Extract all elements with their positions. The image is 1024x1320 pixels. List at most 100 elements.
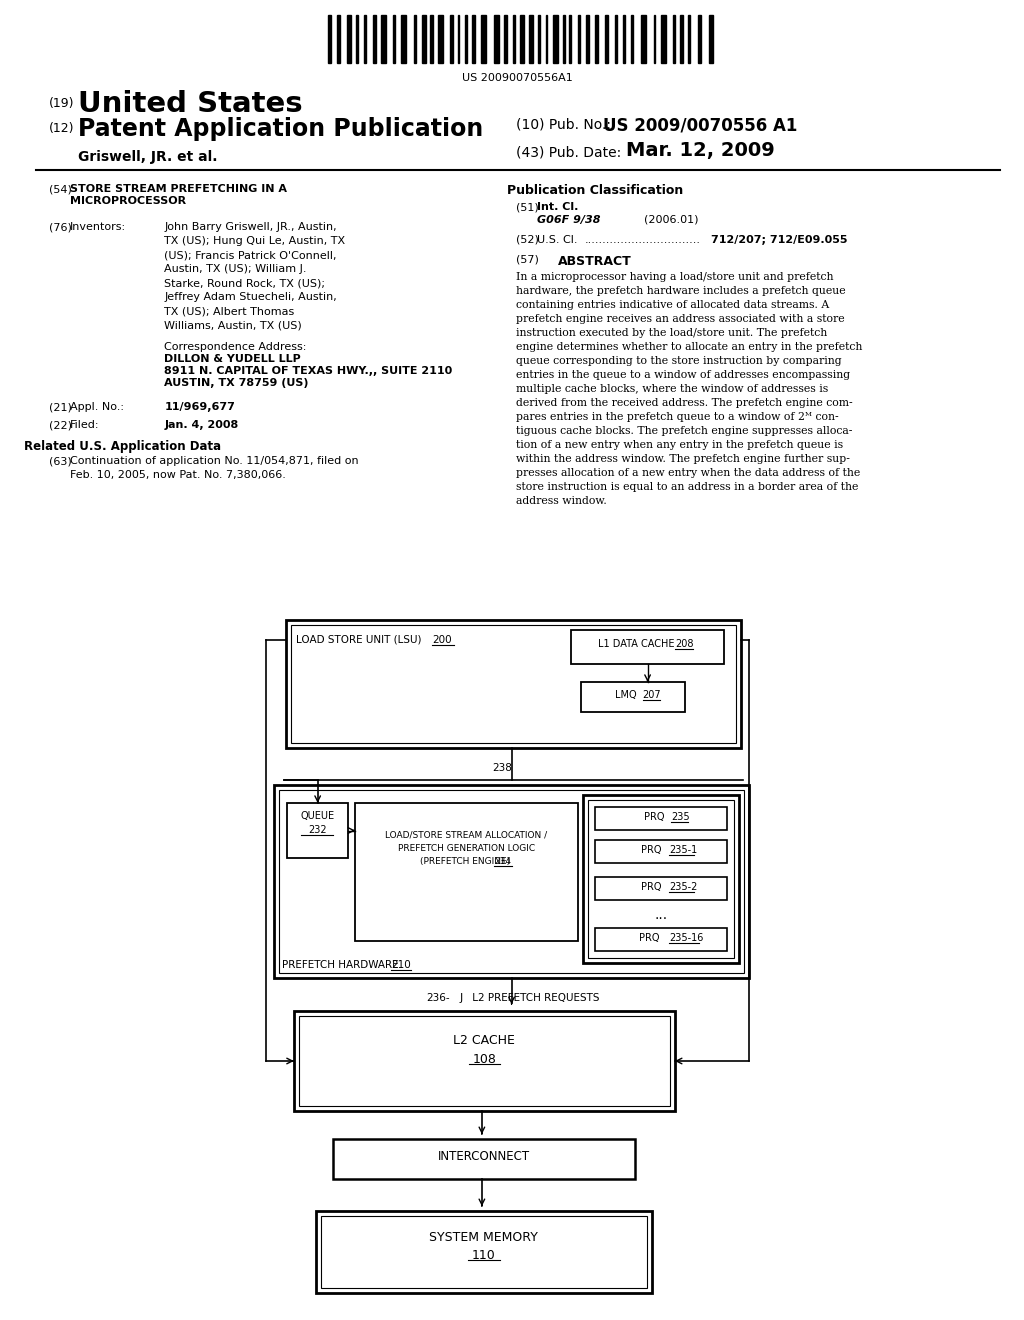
Text: 236-: 236- (426, 993, 451, 1003)
Text: LOAD/STORE STREAM ALLOCATION /: LOAD/STORE STREAM ALLOCATION / (385, 832, 548, 840)
Bar (583, 795, 739, 964)
Text: (PREFETCH ENGINE): (PREFETCH ENGINE) (420, 857, 513, 866)
Bar (287, 803, 348, 858)
Text: 11/969,677: 11/969,677 (164, 403, 236, 412)
Text: ABSTRACT: ABSTRACT (558, 255, 632, 268)
Bar (538, 15, 540, 63)
Bar (529, 15, 534, 63)
Text: QUEUE: QUEUE (301, 810, 335, 821)
Text: PREFETCH HARDWARE: PREFETCH HARDWARE (282, 960, 402, 970)
Text: (63): (63) (48, 455, 72, 466)
Bar (355, 803, 578, 941)
Bar (709, 15, 714, 63)
Bar (382, 15, 386, 63)
Text: US 2009/0070556 A1: US 2009/0070556 A1 (602, 117, 797, 135)
Bar (520, 15, 524, 63)
Text: 110: 110 (472, 1249, 496, 1262)
Text: In a microprocessor having a load/store unit and prefetch
hardware, the prefetch: In a microprocessor having a load/store … (515, 272, 862, 506)
Text: G06F 9/38: G06F 9/38 (538, 215, 601, 224)
Bar (373, 15, 376, 63)
Text: L2 PREFETCH REQUESTS: L2 PREFETCH REQUESTS (469, 993, 599, 1003)
Text: ................................: ................................ (585, 235, 700, 246)
Bar (334, 1139, 635, 1179)
Text: LOAD STORE UNIT (LSU): LOAD STORE UNIT (LSU) (296, 635, 425, 645)
Bar (595, 807, 727, 830)
Text: 208: 208 (675, 639, 694, 649)
Bar (494, 15, 499, 63)
Bar (401, 15, 407, 63)
Bar (571, 630, 724, 664)
Text: 108: 108 (472, 1053, 497, 1067)
Bar (553, 15, 558, 63)
Bar (274, 785, 749, 978)
Bar (414, 15, 416, 63)
Bar (631, 15, 633, 63)
Text: PRQ: PRQ (641, 845, 665, 855)
Text: United States: United States (78, 90, 303, 117)
Text: (10) Pub. No.:: (10) Pub. No.: (515, 117, 610, 131)
Bar (579, 15, 581, 63)
Text: 234: 234 (495, 857, 511, 866)
Text: (21): (21) (48, 403, 72, 412)
Text: 238: 238 (492, 763, 512, 774)
Text: Related U.S. Application Data: Related U.S. Application Data (25, 440, 221, 453)
Bar (472, 15, 475, 63)
Text: 712/207; 712/E09.055: 712/207; 712/E09.055 (712, 235, 848, 246)
Text: ...: ... (654, 908, 668, 921)
Bar (581, 682, 685, 711)
Bar (465, 15, 467, 63)
Bar (513, 15, 514, 63)
Bar (595, 876, 727, 900)
Bar (595, 840, 727, 863)
Bar (286, 620, 741, 748)
Text: US 20090070556A1: US 20090070556A1 (462, 73, 572, 83)
Bar (364, 15, 367, 63)
Bar (393, 15, 395, 63)
Text: (76): (76) (48, 222, 72, 232)
Text: L1 DATA CACHE: L1 DATA CACHE (598, 639, 678, 649)
Bar (641, 15, 645, 63)
Bar (458, 15, 459, 63)
Bar (569, 15, 571, 63)
Bar (430, 15, 433, 63)
Text: SYSTEM MEMORY: SYSTEM MEMORY (429, 1232, 539, 1243)
Text: (22): (22) (48, 420, 72, 430)
Bar (595, 928, 727, 950)
Text: 235-16: 235-16 (669, 933, 703, 942)
Text: MICROPROCESSOR: MICROPROCESSOR (71, 195, 186, 206)
Text: L2 CACHE: L2 CACHE (454, 1034, 515, 1047)
Text: PRQ: PRQ (644, 812, 668, 822)
Text: (12): (12) (48, 121, 74, 135)
Text: Correspondence Address:: Correspondence Address: (164, 342, 307, 352)
Text: 232: 232 (308, 825, 327, 836)
Bar (623, 15, 625, 63)
Text: Inventors:: Inventors: (71, 222, 127, 232)
Text: (54): (54) (48, 183, 72, 194)
Text: PRQ: PRQ (641, 882, 665, 892)
Bar (546, 15, 547, 63)
Bar (587, 15, 589, 63)
Bar (504, 15, 507, 63)
Text: John Barry Griswell, JR., Austin,
TX (US); Hung Qui Le, Austin, TX
(US); Francis: John Barry Griswell, JR., Austin, TX (US… (164, 222, 345, 330)
Text: Int. Cl.: Int. Cl. (538, 202, 579, 213)
Bar (615, 15, 616, 63)
Text: Appl. No.:: Appl. No.: (71, 403, 124, 412)
Text: 235-2: 235-2 (669, 882, 697, 892)
Bar (605, 15, 607, 63)
Bar (299, 1016, 670, 1106)
Text: Continuation of application No. 11/054,871, filed on
Feb. 10, 2005, now Pat. No.: Continuation of application No. 11/054,8… (71, 455, 359, 480)
Text: 207: 207 (643, 690, 662, 700)
Bar (294, 1011, 675, 1111)
Text: PRQ: PRQ (639, 933, 663, 942)
Bar (422, 15, 426, 63)
Text: (57): (57) (515, 255, 539, 265)
Bar (347, 15, 351, 63)
Text: STORE STREAM PREFETCHING IN A: STORE STREAM PREFETCHING IN A (71, 183, 288, 194)
Bar (563, 15, 565, 63)
Bar (698, 15, 701, 63)
Text: PREFETCH GENERATION LOGIC: PREFETCH GENERATION LOGIC (398, 843, 536, 853)
Bar (595, 15, 598, 63)
Text: 200: 200 (432, 635, 452, 645)
Bar (680, 15, 683, 63)
Bar (451, 15, 454, 63)
